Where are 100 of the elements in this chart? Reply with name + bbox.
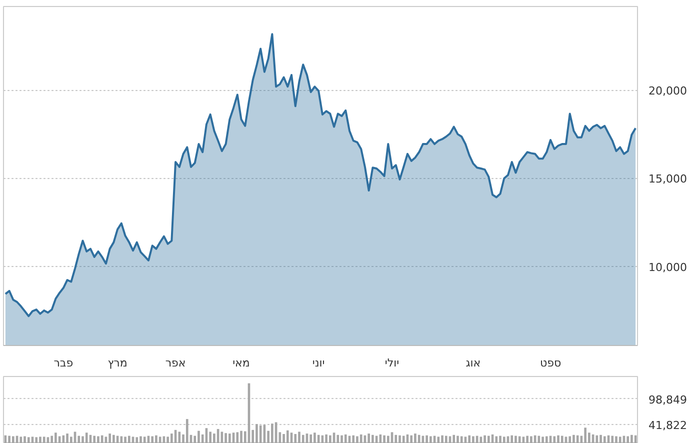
bar [136, 437, 138, 443]
bar [66, 434, 68, 443]
bar [456, 436, 459, 443]
bar [499, 436, 502, 443]
bar [310, 434, 312, 443]
bar [178, 432, 181, 443]
x-tick-label: יולי [384, 356, 400, 370]
bar [560, 436, 564, 443]
bar [42, 436, 46, 443]
bar [271, 424, 274, 443]
bar [572, 434, 575, 443]
bar [464, 436, 467, 443]
bar [452, 434, 456, 443]
bar [209, 432, 212, 443]
bar [286, 430, 289, 443]
x-tick-label: מאי [232, 356, 250, 370]
bar [20, 436, 22, 443]
bar [8, 436, 10, 443]
bar [240, 430, 242, 443]
bar [480, 436, 482, 443]
bar [441, 435, 444, 443]
bar [472, 436, 474, 443]
bar [430, 436, 432, 443]
bar [394, 434, 398, 443]
bar [198, 430, 200, 443]
bar [50, 436, 53, 443]
bar [78, 436, 80, 443]
bar [568, 436, 572, 443]
bar [344, 434, 347, 443]
bar [31, 436, 34, 443]
bar [426, 435, 428, 443]
bar [484, 435, 486, 443]
bar [228, 434, 231, 443]
bar [120, 436, 123, 443]
bar [530, 436, 532, 443]
bar [166, 436, 169, 443]
bar [386, 436, 390, 443]
bar [557, 435, 560, 443]
bar [158, 436, 162, 443]
bar [545, 436, 548, 443]
bar [85, 432, 88, 443]
bar [618, 436, 622, 443]
bar [488, 436, 490, 443]
bar [564, 436, 568, 443]
bar [444, 436, 448, 443]
bar [360, 434, 362, 443]
bar [12, 436, 14, 443]
bar [603, 436, 606, 443]
x-tick-label: פבר [54, 356, 74, 370]
bar [294, 434, 297, 443]
x-tick-label: יוני [312, 356, 325, 370]
bar [224, 433, 227, 443]
bar [410, 435, 413, 443]
bar [329, 435, 332, 443]
y-tick-label: 15,000 [648, 172, 687, 186]
bar [526, 436, 528, 443]
bar [630, 434, 633, 443]
bar [54, 432, 57, 443]
bar [626, 436, 629, 443]
bar [352, 435, 355, 443]
bar [140, 436, 142, 443]
bar [27, 437, 30, 443]
bar [372, 434, 374, 443]
bar [383, 435, 386, 443]
bar [155, 435, 158, 443]
bar [104, 436, 108, 443]
bar [325, 434, 328, 443]
bar [596, 435, 598, 443]
x-tick-label: מרץ [108, 356, 128, 370]
y-tick-label: 98,849 [648, 393, 687, 406]
bar [24, 436, 26, 443]
bar [437, 436, 440, 443]
bar [468, 435, 470, 443]
bar [460, 436, 463, 443]
bar [336, 434, 340, 443]
bar [124, 436, 126, 443]
y-tick-label: 10,000 [648, 260, 687, 274]
x-tick-label: אפר [165, 356, 186, 370]
bar [368, 434, 370, 443]
bar [615, 436, 618, 443]
bar [553, 436, 556, 443]
bar [542, 436, 544, 443]
bar [82, 436, 84, 443]
bar [186, 419, 188, 443]
x-tick-label: אוג [466, 356, 481, 370]
bar [302, 434, 304, 443]
bar [514, 436, 517, 443]
bar [93, 436, 96, 443]
bar [35, 437, 38, 443]
bar [518, 436, 521, 443]
bar [611, 436, 614, 443]
y-tick-label: 41,822 [648, 419, 687, 432]
bar [600, 434, 602, 443]
bar [502, 436, 506, 443]
bar [108, 434, 111, 443]
bar [256, 424, 258, 443]
bar [298, 432, 300, 443]
bar [39, 436, 42, 443]
bar [170, 434, 173, 443]
bar [97, 436, 100, 443]
